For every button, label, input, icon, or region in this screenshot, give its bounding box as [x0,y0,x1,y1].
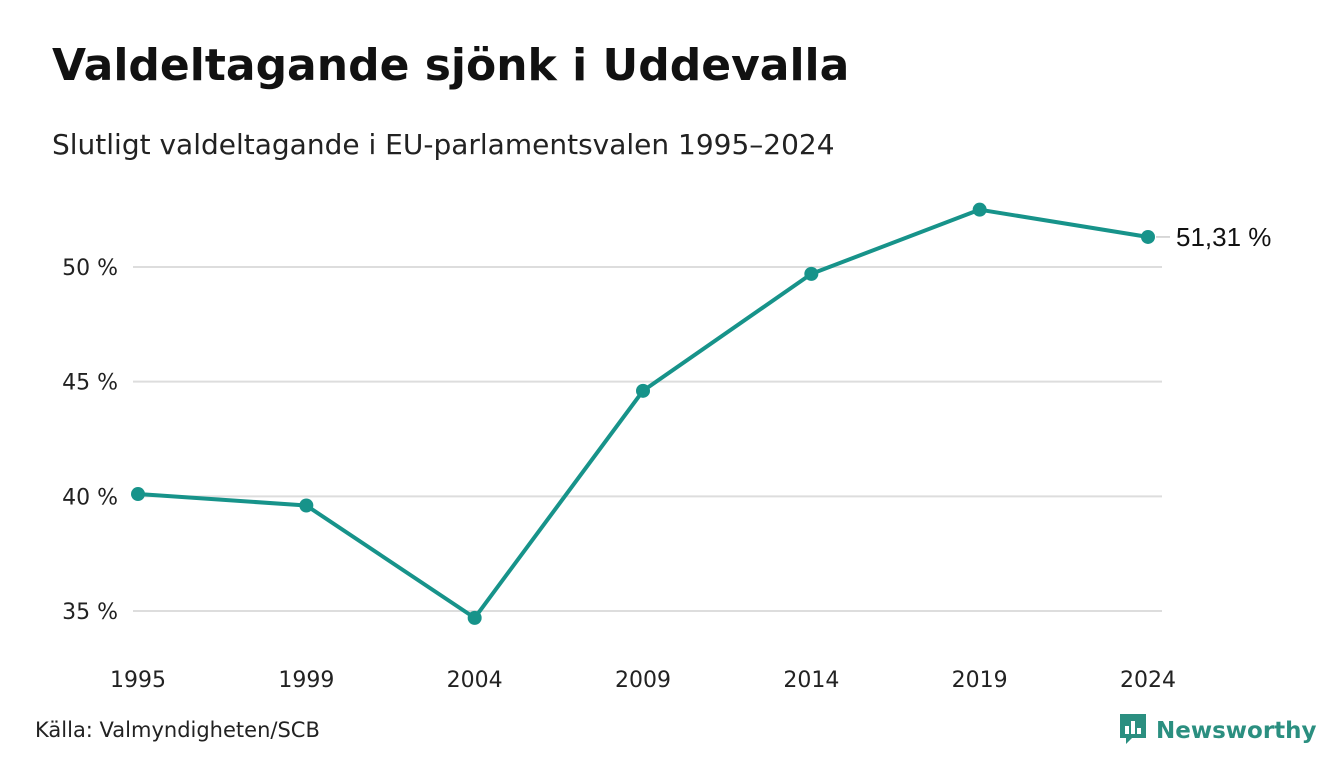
data-point [1141,229,1155,244]
brand-logo: Newsworthy [1118,712,1317,750]
bar-chart-speech-bubble-icon [1118,712,1148,750]
y-tick-label: 40 % [62,485,118,510]
x-axis-ticks: 1995 1999 2004 2009 2014 2019 2024 [110,668,1176,693]
data-series [131,202,1155,625]
x-tick-label: 2019 [952,668,1008,693]
data-point [636,383,650,398]
brand-name: Newsworthy [1156,718,1317,744]
y-tick-label: 45 % [62,371,118,396]
chart-title: Valdeltagande sjönk i Uddevalla [52,40,850,91]
x-tick-label: 1999 [278,668,334,693]
series-line [136,207,1150,620]
x-tick-label: 1995 [110,668,166,693]
data-point [972,202,987,217]
chart-subtitle: Slutligt valdeltagande i EU-parlamentsva… [52,128,835,161]
source-note: Källa: Valmyndigheten/SCB [35,718,320,742]
data-point [299,498,314,513]
end-label: 51,31 % [1176,222,1271,252]
x-tick-label: 2014 [783,668,839,693]
y-tick-label: 35 % [62,600,118,625]
data-point [131,487,145,502]
grid-lines [133,266,1162,612]
y-tick-label: 50 % [62,256,118,281]
data-point [467,610,482,625]
y-axis-ticks: 35 % 40 % 45 % 50 % [62,256,118,625]
data-point [804,266,819,281]
end-label-group: 51,31 % [1156,222,1271,252]
x-tick-label: 2009 [615,668,671,693]
x-tick-label: 2024 [1120,668,1176,693]
x-tick-label: 2004 [447,668,503,693]
